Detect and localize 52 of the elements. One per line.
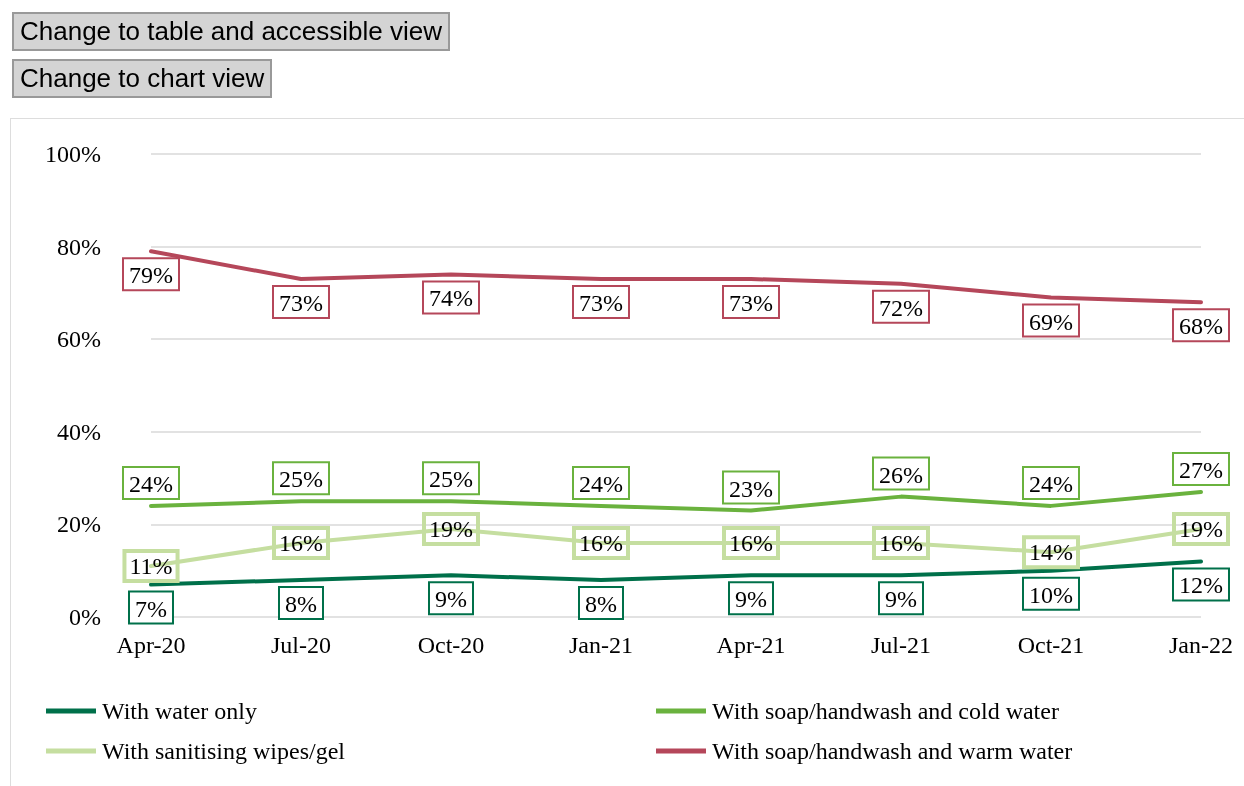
data-label: 24% bbox=[129, 470, 173, 497]
data-label: 19% bbox=[429, 516, 473, 543]
x-tick-label: Jan-22 bbox=[1169, 632, 1233, 658]
data-label: 14% bbox=[1029, 539, 1073, 566]
x-tick-label: Jul-21 bbox=[871, 632, 931, 658]
y-tick-label: 80% bbox=[57, 233, 101, 260]
data-label: 7% bbox=[135, 595, 167, 622]
data-label: 16% bbox=[729, 529, 773, 556]
data-label: 25% bbox=[279, 466, 323, 493]
x-tick-label: Oct-21 bbox=[1017, 632, 1085, 658]
data-label: 12% bbox=[1179, 572, 1223, 599]
data-label: 9% bbox=[735, 586, 767, 613]
data-label: 72% bbox=[879, 294, 923, 321]
y-tick-label: 20% bbox=[57, 511, 101, 538]
y-tick-label: 60% bbox=[57, 326, 101, 353]
data-label: 69% bbox=[1029, 308, 1073, 335]
x-tick-label: Jul-20 bbox=[271, 632, 331, 658]
legend-label: With sanitising wipes/gel bbox=[102, 738, 346, 764]
y-tick-label: 100% bbox=[45, 141, 101, 167]
data-label: 73% bbox=[729, 290, 773, 317]
x-tick-label: Jan-21 bbox=[569, 632, 633, 658]
data-label: 73% bbox=[579, 290, 623, 317]
data-label: 16% bbox=[879, 529, 923, 556]
legend-label: With soap/handwash and warm water bbox=[712, 738, 1073, 764]
y-tick-label: 0% bbox=[69, 604, 101, 630]
x-tick-label: Apr-21 bbox=[716, 632, 786, 658]
data-label: 24% bbox=[579, 470, 623, 497]
data-label: 10% bbox=[1029, 581, 1073, 608]
legend-label: With water only bbox=[102, 698, 257, 724]
data-label: 26% bbox=[879, 461, 923, 488]
data-label: 11% bbox=[129, 553, 173, 580]
data-label: 25% bbox=[429, 466, 473, 493]
x-tick-label: Oct-20 bbox=[417, 632, 485, 658]
text: Change to table and accessible view bbox=[12, 12, 451, 51]
data-label: 9% bbox=[435, 586, 467, 613]
data-label: 23% bbox=[729, 475, 773, 502]
legend-label: With soap/handwash and cold water bbox=[712, 698, 1059, 724]
data-label: 74% bbox=[429, 285, 473, 312]
data-label: 27% bbox=[1179, 456, 1223, 483]
data-label: 9% bbox=[885, 586, 917, 613]
data-label: 19% bbox=[1179, 516, 1223, 543]
data-label: 68% bbox=[1179, 313, 1223, 340]
data-label: 73% bbox=[279, 290, 323, 317]
data-label: 8% bbox=[285, 590, 317, 617]
y-tick-label: 40% bbox=[57, 418, 101, 445]
data-label: 8% bbox=[585, 590, 617, 617]
data-label: 24% bbox=[1029, 470, 1073, 497]
text: Change to chart view bbox=[12, 59, 273, 98]
data-label: 79% bbox=[129, 262, 173, 289]
x-tick-label: Apr-20 bbox=[116, 632, 186, 658]
data-label: 16% bbox=[279, 529, 323, 556]
data-label: 16% bbox=[579, 529, 623, 556]
